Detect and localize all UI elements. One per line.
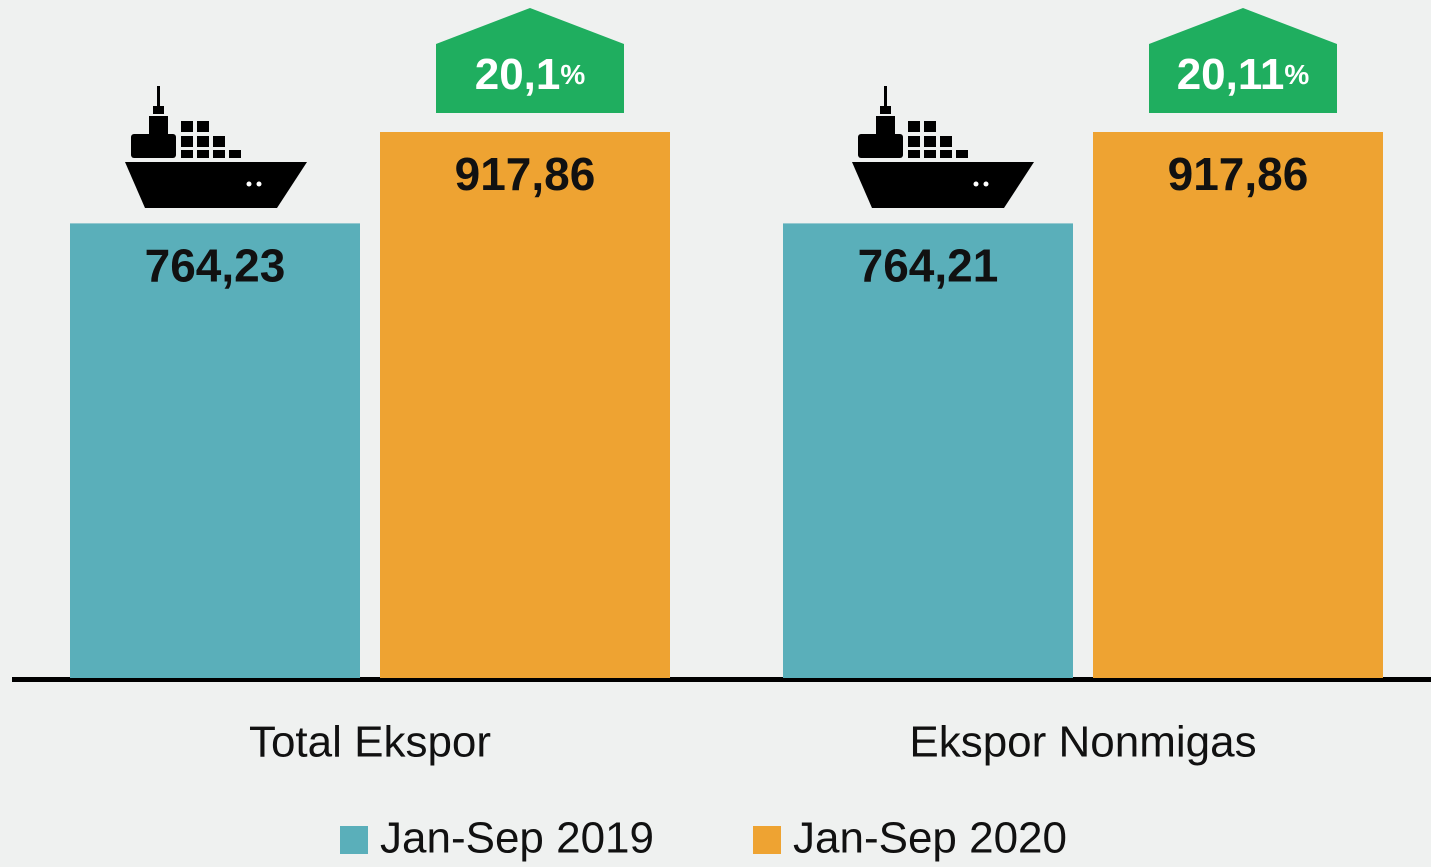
bar: [783, 223, 1073, 678]
value-label: 917,86: [1168, 148, 1309, 200]
value-label: 764,23: [145, 240, 286, 292]
growth-number: 20,11: [1177, 50, 1285, 99]
category-label: Total Ekspor: [249, 718, 491, 767]
legend-label: Jan-Sep 2020: [793, 814, 1067, 863]
legend-swatch: [753, 826, 781, 854]
growth-badge: [436, 8, 624, 113]
value-label: 917,86: [455, 148, 596, 200]
category-label: Ekspor Nonmigas: [909, 718, 1256, 767]
value-label: 764,21: [858, 240, 999, 292]
bar: [380, 132, 670, 678]
legend-label: Jan-Sep 2019: [380, 814, 654, 863]
legend-swatch: [340, 826, 368, 854]
bar: [1093, 132, 1383, 678]
baseline: [12, 677, 1431, 682]
growth-number: 20,1: [475, 50, 561, 99]
growth-label: 20,11%: [1177, 50, 1310, 99]
growth-label: 20,1%: [475, 50, 586, 99]
growth-unit: %: [560, 59, 585, 90]
bar: [70, 223, 360, 678]
growth-unit: %: [1284, 59, 1309, 90]
growth-badge: [1149, 8, 1337, 113]
